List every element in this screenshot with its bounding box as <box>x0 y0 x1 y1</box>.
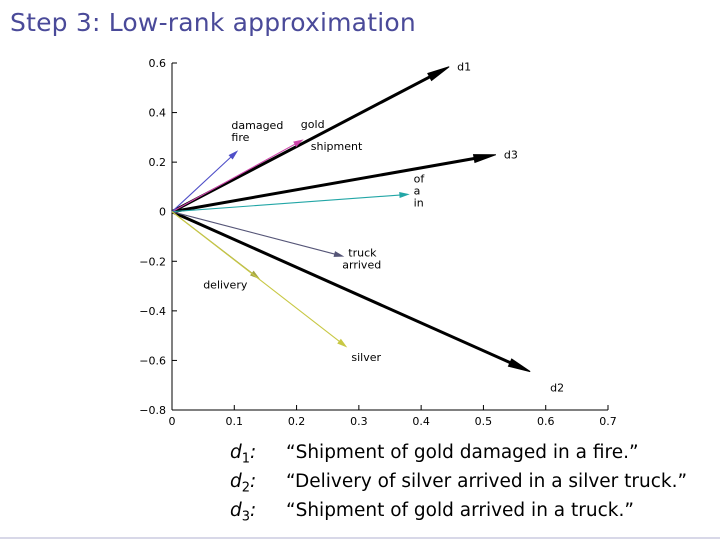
y-tick-label: −0.2 <box>139 255 166 268</box>
vector-label-in: in <box>414 196 424 209</box>
vector-label-d3: d3 <box>504 149 518 162</box>
x-tick-label: 0.3 <box>350 415 368 428</box>
vector-label-delivery: delivery <box>203 279 248 292</box>
arrowhead-gold-shipment <box>293 139 304 147</box>
y-tick-label: 0.4 <box>149 107 167 120</box>
x-tick-label: 0.2 <box>288 415 306 428</box>
document-list: d1: “Shipment of gold damaged in a fire.… <box>230 442 687 529</box>
document-key: d1: <box>230 442 257 467</box>
document-key: d3: <box>230 500 257 525</box>
document-row-d1: d1: “Shipment of gold damaged in a fire.… <box>230 442 687 471</box>
vector-label-of: of <box>414 172 426 185</box>
y-tick-label: 0.6 <box>149 57 167 70</box>
arrowhead-of-a-in <box>399 192 410 199</box>
arrowhead-damaged-fire <box>228 150 239 160</box>
document-text: “Shipment of gold arrived in a truck.” <box>286 500 634 521</box>
vector-label-shipment: shipment <box>311 140 363 153</box>
x-tick-label: 0.1 <box>226 415 244 428</box>
vector-label-truck: truck <box>348 246 377 259</box>
x-tick-label: 0.4 <box>412 415 430 428</box>
vector-label-arrived: arrived <box>342 258 381 271</box>
vector-label-silver: silver <box>351 351 381 364</box>
document-row-d2: d2: “Delivery of silver arrived in a sil… <box>230 471 687 500</box>
vector-plot: 0.60.40.20−0.2−0.4−0.6−0.80 0.1 0.2 0.3 0.4 0… <box>139 57 617 428</box>
bottom-rule <box>0 537 720 539</box>
vector-of-a-in <box>171 194 400 213</box>
document-key: d2: <box>230 471 257 496</box>
x-tick-label: 0.6 <box>537 415 555 428</box>
vector-damaged-fire <box>171 156 232 213</box>
document-row-d3: d3: “Shipment of gold arrived in a truck… <box>230 500 687 529</box>
arrowhead-truck-arrived <box>333 251 345 257</box>
y-tick-label: 0 <box>159 206 166 219</box>
arrowhead-d2 <box>507 358 531 373</box>
slide-title: Step 3: Low-rank approximation <box>10 8 416 37</box>
arrowhead-delivery <box>249 270 261 280</box>
y-tick-label: −0.8 <box>139 404 166 417</box>
vector-truck-arrived <box>171 211 335 255</box>
arrowhead-d1 <box>427 66 450 82</box>
y-tick-label: −0.4 <box>139 305 166 318</box>
vector-label-d1: d1 <box>457 61 471 74</box>
arrowhead-silver <box>337 338 348 348</box>
document-text: “Delivery of silver arrived in a silver … <box>286 471 688 492</box>
y-tick-label: −0.6 <box>139 354 166 367</box>
vector-d3 <box>171 157 475 214</box>
vector-gold-shipment <box>171 143 296 213</box>
x-tick-label: 0.5 <box>475 415 493 428</box>
vector-label-gold: gold <box>301 118 325 131</box>
vector-d2 <box>171 210 511 364</box>
x-tick-label: 0.7 <box>599 415 617 428</box>
vector-d1 <box>171 75 431 214</box>
y-tick-label: 0.2 <box>149 156 167 169</box>
vector-label-damaged: damaged <box>231 119 283 132</box>
vector-silver <box>171 211 340 342</box>
vector-label-d2: d2 <box>550 382 564 395</box>
document-text: “Shipment of gold damaged in a fire.” <box>286 442 639 463</box>
arrowhead-d3 <box>472 154 497 164</box>
vector-label-a: a <box>414 184 421 197</box>
x-tick-label: 0 <box>169 415 176 428</box>
vector-label-fire: fire <box>231 131 249 144</box>
